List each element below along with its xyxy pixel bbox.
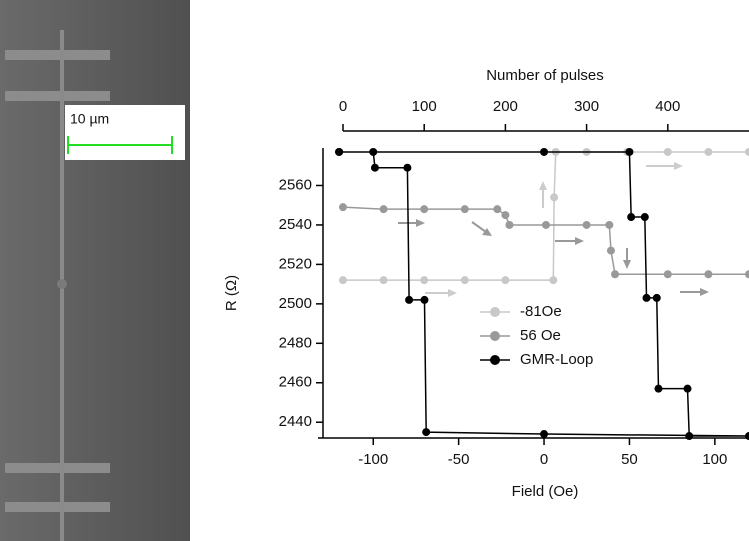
data-point <box>540 430 549 439</box>
data-point <box>422 428 431 437</box>
data-point <box>420 276 429 285</box>
data-point <box>745 432 749 441</box>
y-tick-label: 2500 <box>279 295 312 312</box>
series-line <box>342 206 749 276</box>
data-point <box>339 276 347 285</box>
series-line <box>343 151 749 281</box>
data-point <box>605 220 614 229</box>
data-point <box>501 211 510 220</box>
data-point <box>339 203 347 212</box>
x2-tick-label: 0 <box>339 98 347 115</box>
data-point <box>501 276 510 285</box>
scale-bar-label: 10 µm <box>70 111 109 127</box>
legend-label: GMR-Loop <box>520 351 593 368</box>
data-point <box>683 384 692 393</box>
data-point <box>582 220 591 229</box>
x-tick-label: 50 <box>621 451 638 468</box>
y-tick-label: 2520 <box>279 255 312 272</box>
data-point <box>652 293 661 302</box>
data-point <box>549 276 558 285</box>
data-point <box>627 213 636 222</box>
x2-tick-label: 200 <box>493 98 518 115</box>
data-point <box>370 163 379 172</box>
data-point <box>540 147 549 156</box>
legend-marker <box>490 307 500 317</box>
data-point <box>745 270 749 279</box>
x2-axis-label: Number of pulses <box>486 67 604 84</box>
data-point <box>663 147 672 156</box>
data-point <box>403 163 412 172</box>
data-point <box>611 270 620 279</box>
data-point <box>460 276 469 285</box>
y-tick-label: 2480 <box>279 334 312 351</box>
x-tick-label: 100 <box>702 451 727 468</box>
data-point <box>335 147 344 156</box>
data-point <box>654 384 663 393</box>
data-point <box>379 276 388 285</box>
x-tick-label: 0 <box>540 451 548 468</box>
data-point <box>369 147 378 156</box>
data-point <box>420 295 429 304</box>
data-point <box>379 205 388 214</box>
data-point <box>704 147 713 156</box>
data-point <box>642 293 651 302</box>
legend-marker <box>490 331 500 341</box>
x-tick-label: -100 <box>358 451 388 468</box>
y-tick-label: 2540 <box>279 216 312 233</box>
data-point <box>685 432 694 441</box>
x2-tick-label: 100 <box>412 98 437 115</box>
data-point <box>493 205 502 214</box>
data-point <box>550 193 559 202</box>
series-line <box>339 151 749 437</box>
y-tick-label: 2440 <box>279 413 312 430</box>
data-point <box>704 270 713 279</box>
data-point <box>606 246 615 255</box>
legend-marker <box>490 355 500 365</box>
data-point <box>505 220 514 229</box>
data-point <box>542 220 550 229</box>
x-axis-label: Field (Oe) <box>512 483 579 500</box>
data-point <box>640 213 649 222</box>
data-point <box>625 147 634 156</box>
x2-tick-label: 300 <box>574 98 599 115</box>
y-tick-label: 2560 <box>279 176 312 193</box>
data-point <box>460 205 469 214</box>
y-axis-label: R (Ω) <box>223 275 240 311</box>
legend-label: 56 Oe <box>520 327 561 344</box>
arrows <box>398 162 709 297</box>
sem-image: 10 µm <box>0 0 190 541</box>
legend-label: -81Oe <box>520 303 562 320</box>
data-point <box>405 295 414 304</box>
data-point <box>745 147 749 156</box>
data-point <box>663 270 672 279</box>
x-tick-label: -50 <box>448 451 470 468</box>
data-point <box>420 205 429 214</box>
x2-tick-label: 400 <box>655 98 680 115</box>
y-tick-label: 2460 <box>279 374 312 391</box>
